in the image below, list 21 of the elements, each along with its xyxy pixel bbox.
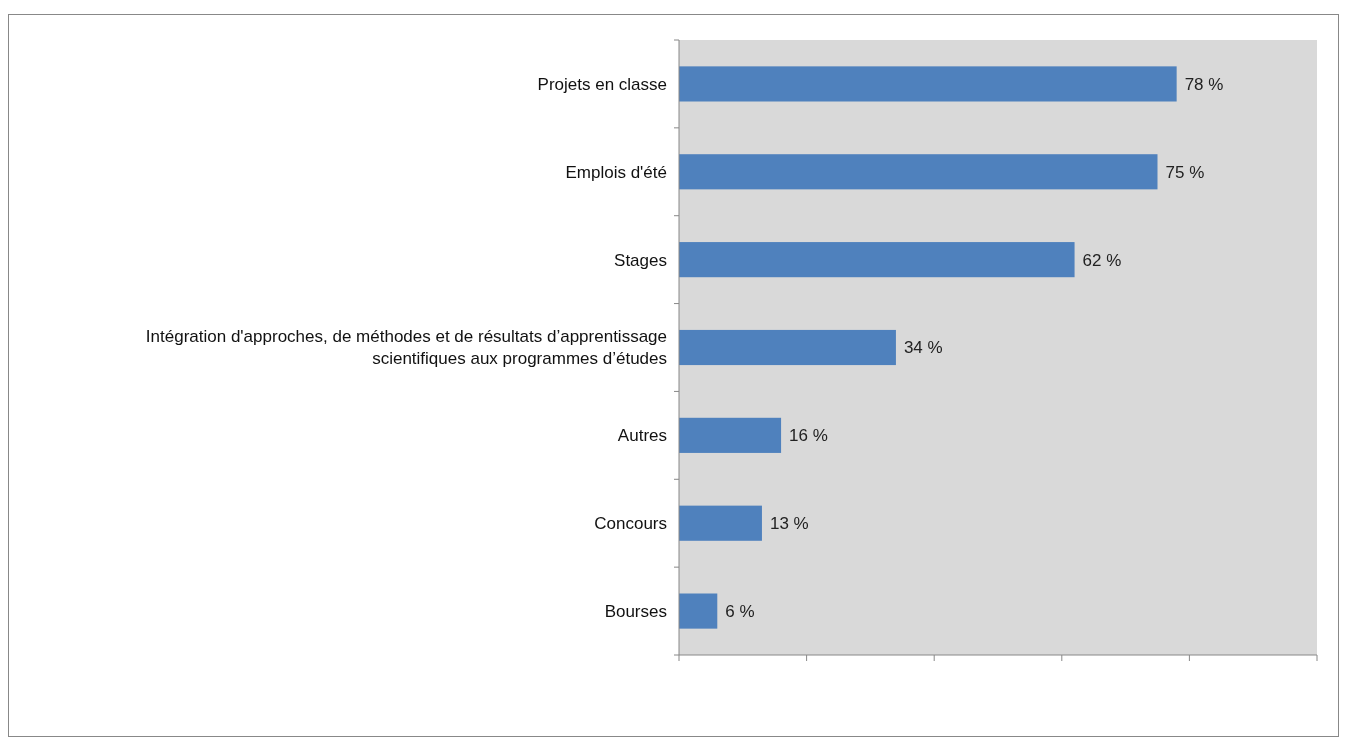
bar <box>679 593 718 629</box>
y-tick-label: Projets en classe <box>537 74 667 94</box>
bar <box>679 505 762 541</box>
data-label: 75 % <box>1165 162 1205 182</box>
y-tick-label: Bourses <box>604 602 667 622</box>
bar <box>679 154 1158 190</box>
data-label: 6 % <box>725 602 755 622</box>
data-label: 62 % <box>1082 250 1122 270</box>
bar <box>679 417 782 453</box>
bar <box>679 66 1177 102</box>
y-tick-label: Intégration d'approches, de méthodes et de résultats d’apprentissage scientifiques aux programmes d’études <box>145 327 667 369</box>
bar <box>679 329 896 366</box>
y-tick-label: Emplois d'été <box>565 162 667 182</box>
y-tick-label: Concours <box>594 514 667 534</box>
data-label: 34 % <box>903 338 943 358</box>
y-tick-label: Autres <box>617 426 667 446</box>
data-label: 16 % <box>789 426 828 446</box>
data-label: 78 % <box>1184 74 1224 94</box>
data-label: 13 % <box>769 514 809 534</box>
y-tick-label: Stages <box>614 250 667 270</box>
bar <box>679 242 1075 278</box>
